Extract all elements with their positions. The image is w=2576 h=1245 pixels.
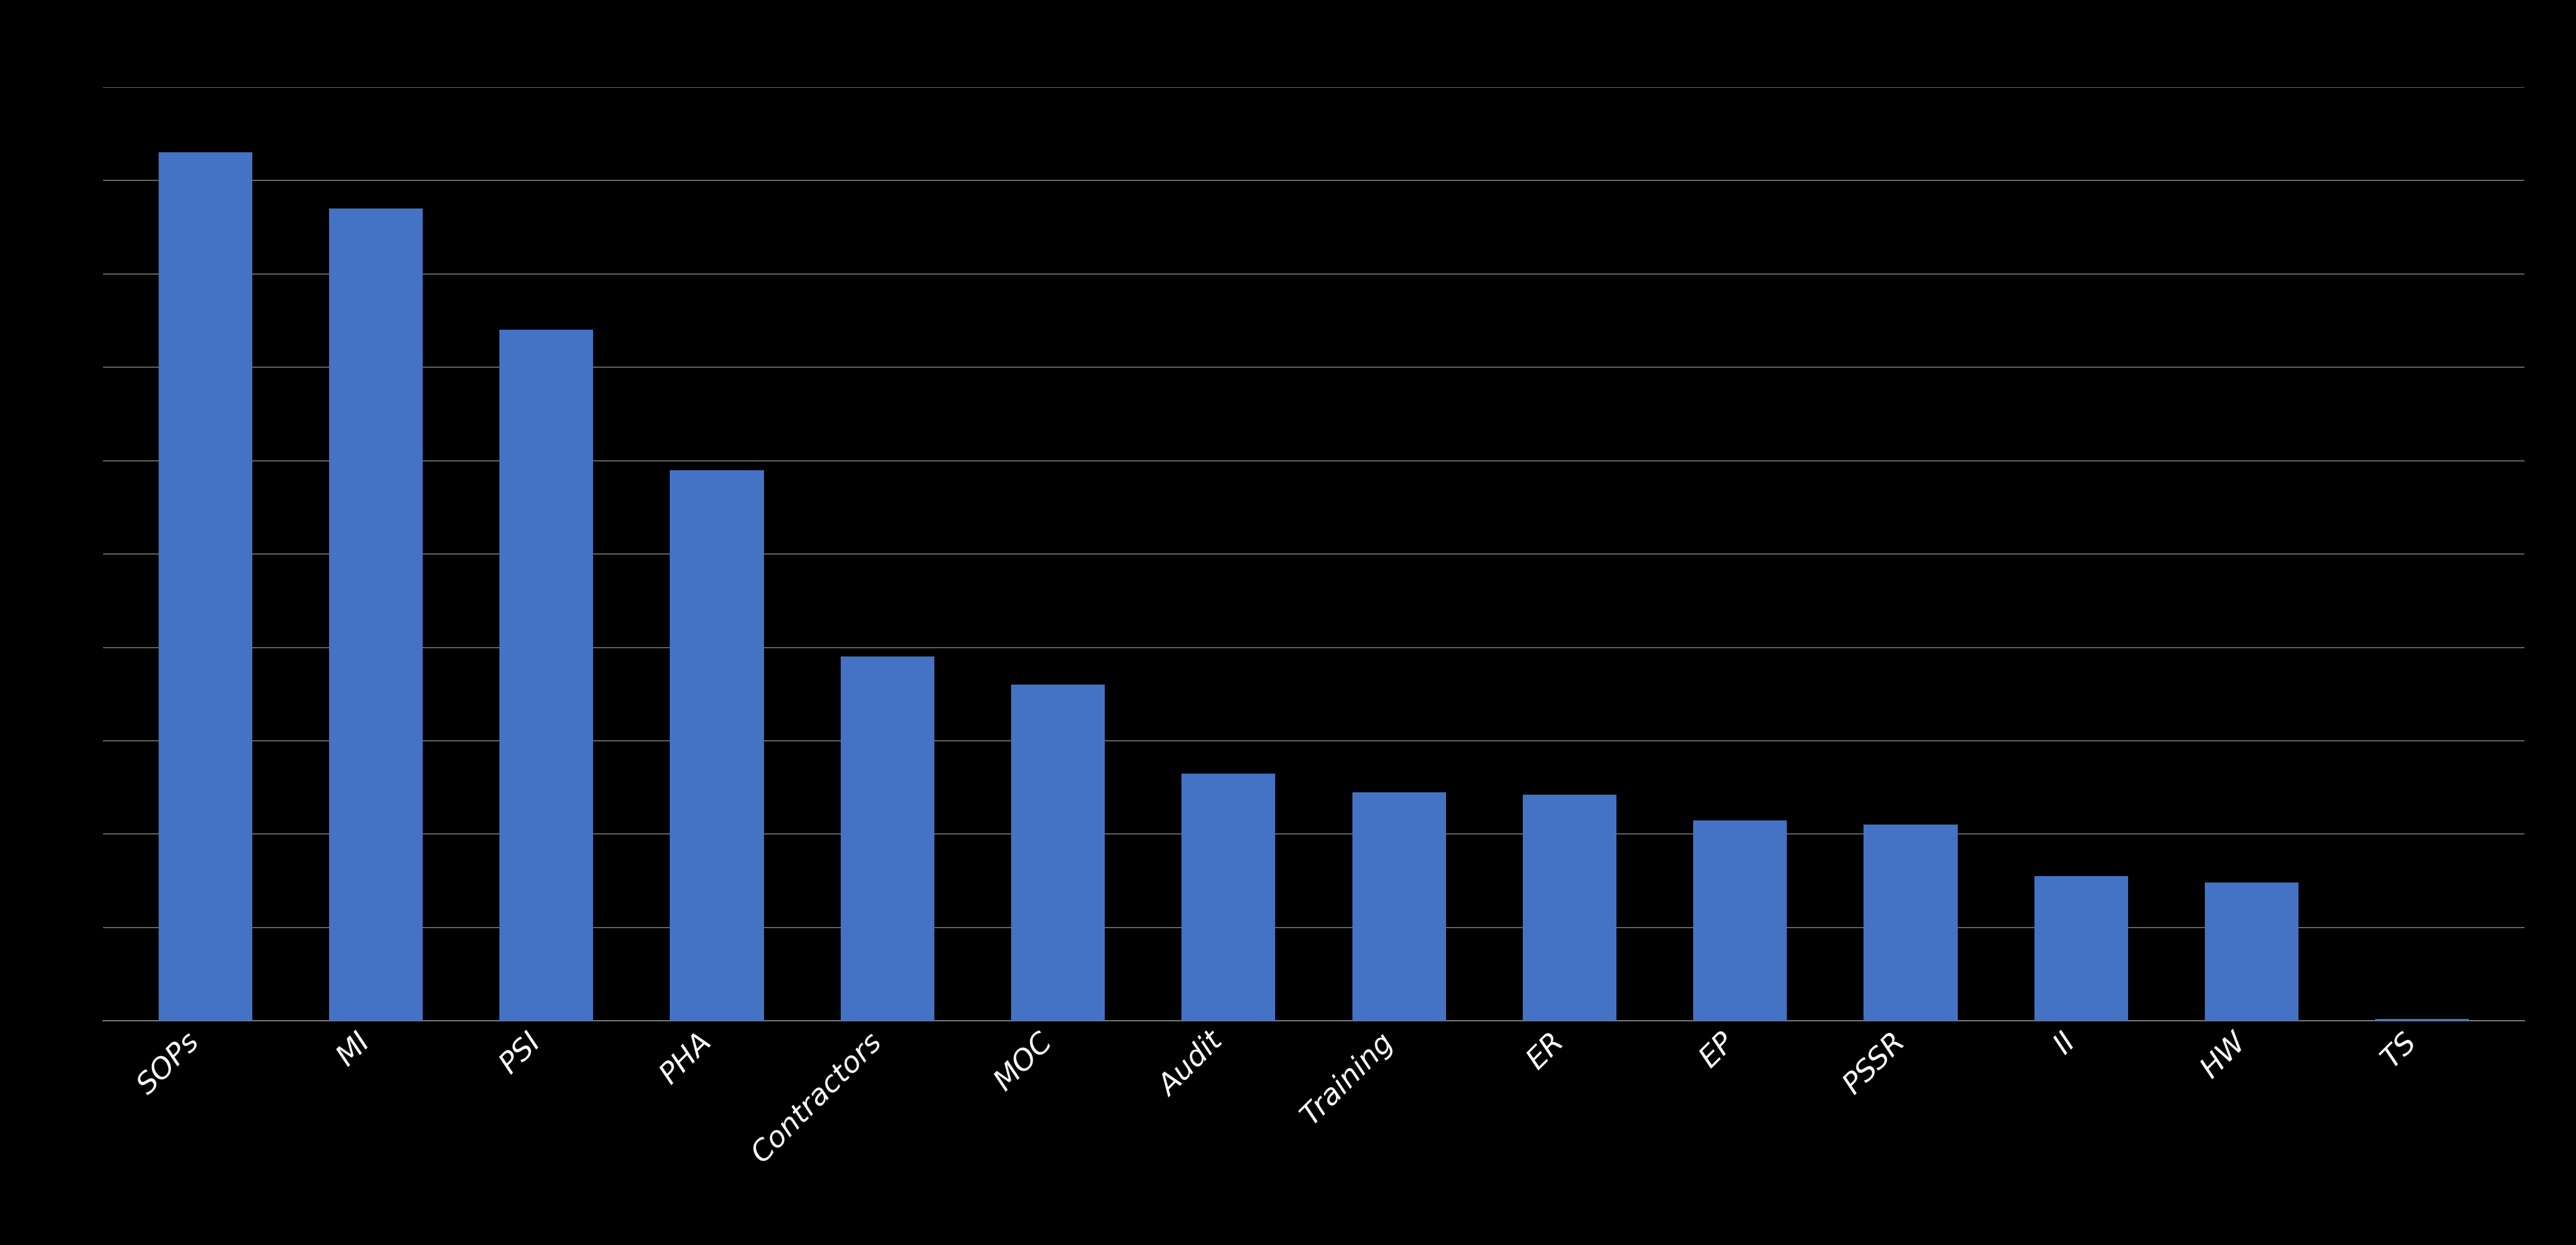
Bar — [1010, 685, 1105, 1021]
Bar — [1862, 824, 1958, 1021]
Bar — [2035, 876, 2128, 1021]
Bar — [330, 208, 422, 1021]
Bar — [160, 152, 252, 1021]
Bar — [500, 330, 592, 1021]
Bar — [2205, 883, 2298, 1021]
Bar — [1352, 792, 1445, 1021]
Bar — [2375, 1018, 2468, 1021]
Bar — [840, 657, 935, 1021]
Bar — [670, 469, 765, 1021]
Bar — [1692, 820, 1788, 1021]
Bar — [1182, 773, 1275, 1021]
Bar — [1522, 794, 1618, 1021]
